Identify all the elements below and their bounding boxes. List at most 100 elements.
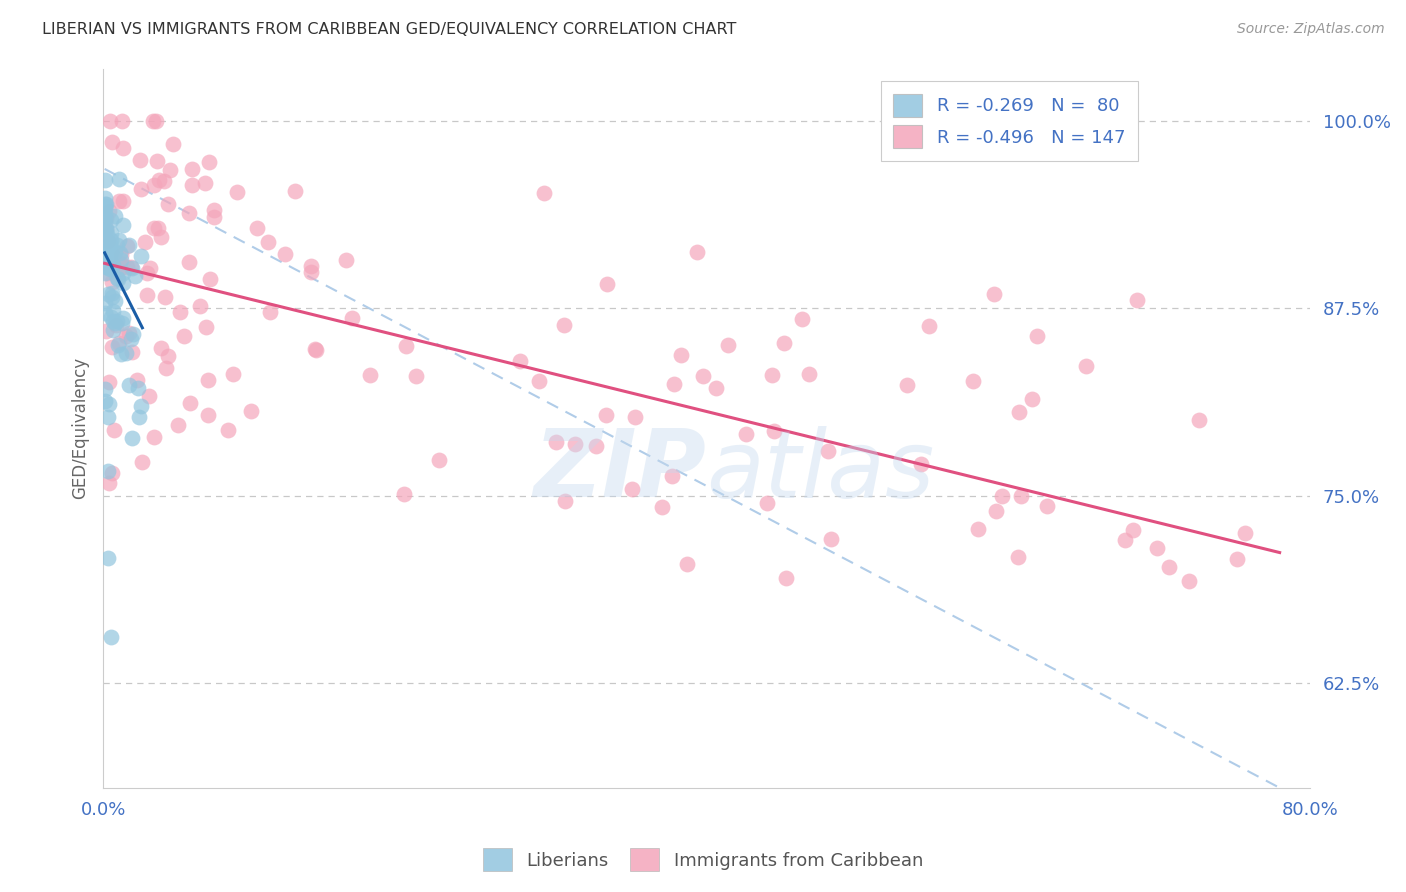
Point [105, 238, 128, 252]
Point [97, 550, 120, 565]
Point [704, 381, 727, 395]
Point [651, 500, 673, 514]
Point [222, 367, 245, 381]
Point [93, 296, 115, 310]
Point [145, 154, 167, 169]
Point [111, 317, 134, 331]
Point [122, 326, 145, 341]
Point [100, 135, 122, 149]
Point [117, 260, 139, 274]
Point [204, 202, 226, 217]
Point [104, 293, 127, 308]
Point [98, 475, 121, 490]
Point [93, 207, 115, 221]
Point [197, 373, 219, 387]
Point [692, 368, 714, 383]
Point [135, 288, 157, 302]
Point [142, 114, 165, 128]
Point [101, 275, 124, 289]
Point [138, 389, 160, 403]
Point [259, 305, 281, 319]
Point [1126, 293, 1149, 308]
Point [111, 266, 134, 280]
Point [1025, 329, 1047, 343]
Point [596, 277, 619, 291]
Point [111, 194, 134, 208]
Point [299, 259, 322, 273]
Point [773, 335, 796, 350]
Point [134, 235, 156, 249]
Point [98, 253, 121, 268]
Point [177, 206, 200, 220]
Point [820, 533, 842, 547]
Point [256, 235, 278, 250]
Point [96, 222, 118, 236]
Point [120, 260, 142, 274]
Point [246, 221, 269, 235]
Point [94, 260, 117, 274]
Point [153, 290, 176, 304]
Point [104, 316, 127, 330]
Point [799, 367, 821, 381]
Point [115, 239, 138, 253]
Point [98, 397, 121, 411]
Point [661, 469, 683, 483]
Point [94, 306, 117, 320]
Point [100, 226, 122, 240]
Point [775, 571, 797, 585]
Point [717, 337, 740, 351]
Point [101, 466, 124, 480]
Point [1233, 525, 1256, 540]
Point [94, 325, 117, 339]
Point [162, 137, 184, 152]
Point [1226, 552, 1249, 566]
Point [226, 185, 249, 199]
Point [197, 408, 219, 422]
Point [101, 258, 124, 272]
Point [180, 161, 202, 176]
Point [194, 319, 217, 334]
Point [735, 426, 758, 441]
Point [93, 222, 115, 236]
Point [686, 244, 709, 259]
Point [103, 209, 125, 223]
Point [792, 312, 814, 326]
Point [96, 266, 118, 280]
Point [101, 290, 124, 304]
Point [93, 246, 115, 260]
Point [194, 176, 217, 190]
Point [110, 248, 132, 262]
Point [177, 255, 200, 269]
Point [105, 318, 128, 333]
Point [98, 114, 121, 128]
Point [335, 252, 357, 267]
Point [97, 409, 120, 424]
Point [100, 260, 122, 274]
Point [756, 496, 779, 510]
Point [173, 329, 195, 343]
Point [1021, 392, 1043, 406]
Point [910, 457, 932, 471]
Point [118, 378, 141, 392]
Point [98, 375, 121, 389]
Point [169, 305, 191, 319]
Point [131, 182, 153, 196]
Point [198, 272, 221, 286]
Point [108, 194, 131, 208]
Point [107, 338, 129, 352]
Text: LIBERIAN VS IMMIGRANTS FROM CARIBBEAN GED/EQUIVALENCY CORRELATION CHART: LIBERIAN VS IMMIGRANTS FROM CARIBBEAN GE… [42, 22, 737, 37]
Point [359, 368, 381, 383]
Point [1076, 359, 1098, 373]
Point [761, 368, 783, 383]
Point [103, 423, 125, 437]
Point [273, 247, 295, 261]
Point [155, 361, 177, 376]
Point [135, 266, 157, 280]
Point [118, 237, 141, 252]
Point [142, 220, 165, 235]
Text: atlas: atlas [706, 425, 935, 516]
Point [143, 430, 166, 444]
Point [342, 310, 364, 325]
Point [763, 425, 786, 439]
Point [96, 239, 118, 253]
